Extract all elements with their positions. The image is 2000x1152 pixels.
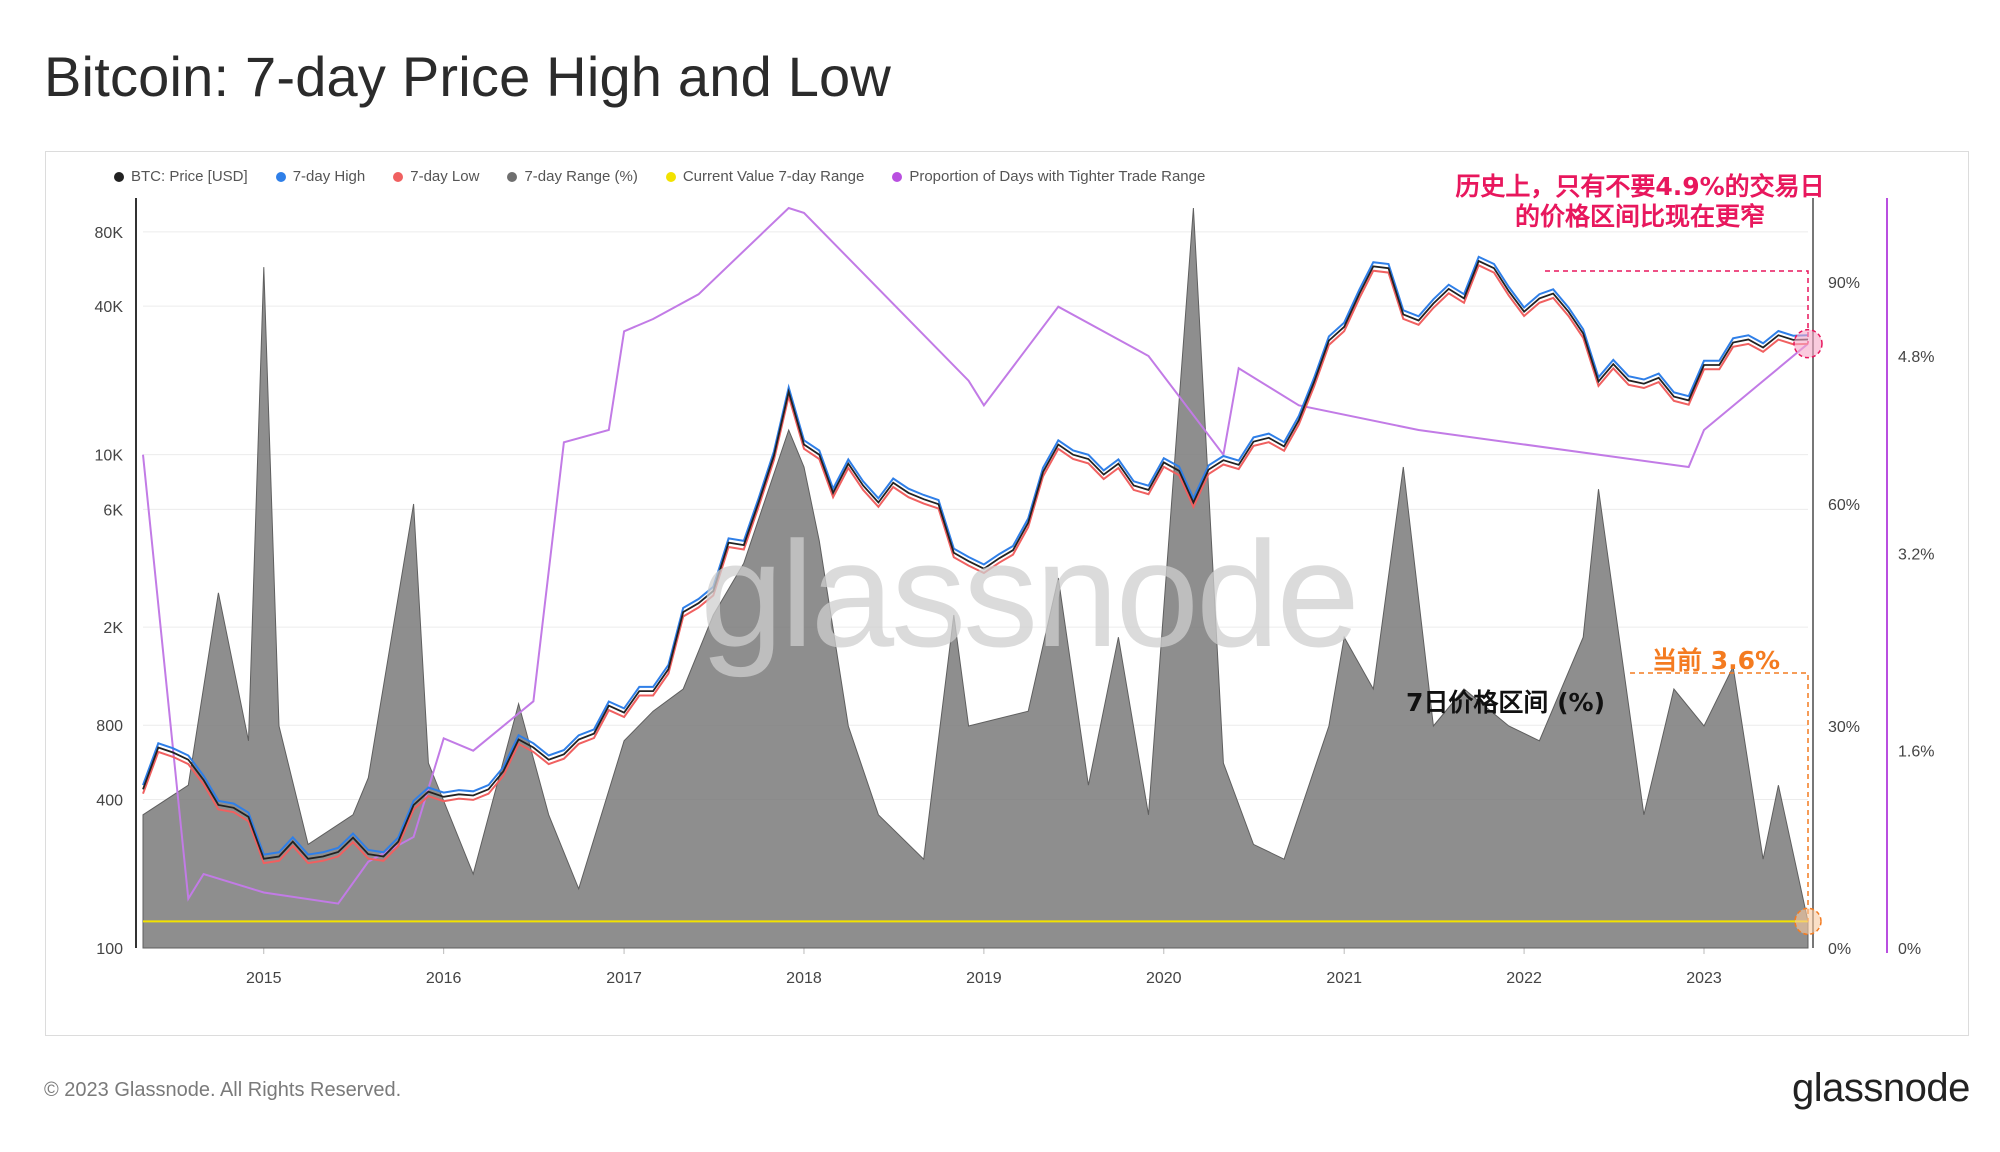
- current-marker: [1794, 907, 1822, 936]
- legend-label: 7-day High: [292, 168, 366, 185]
- x-tick-label: 2017: [606, 970, 642, 987]
- legend-dot-icon: [665, 171, 676, 182]
- annotation-historical-line: 的价格区间比现在更窄: [1514, 202, 1765, 231]
- brand-logo: glassnode: [1792, 1066, 1970, 1110]
- legend-dot-icon: [892, 171, 903, 182]
- x-tick-label: 2018: [786, 970, 822, 987]
- legend-dot-icon: [507, 171, 518, 182]
- x-tick-label: 2020: [1146, 970, 1182, 987]
- y-tick-label: 100: [96, 941, 123, 958]
- y-right-tick-label: 90%: [1828, 275, 1860, 292]
- legend-dot-icon: [275, 171, 286, 182]
- proportion-line: [142, 206, 1809, 905]
- x-tick-label: 2022: [1506, 970, 1542, 987]
- legend-item[interactable]: 7-day Range (%): [507, 168, 638, 185]
- y-right2-tick-label: 4.8%: [1898, 349, 1934, 366]
- annotation-historical: 历史上，只有不要4.9%的交易日 的价格区间比现在更窄: [1430, 172, 1850, 232]
- annotation-historical-line: 历史上，只有不要4.9%的交易日: [1455, 172, 1825, 201]
- y-tick-label: 6K: [103, 502, 123, 519]
- y-right2-tick-label: 3.2%: [1898, 546, 1934, 563]
- y-tick-label: 10K: [95, 448, 124, 465]
- y-tick-label: 2K: [103, 620, 123, 637]
- y-right2-tick-label: 0%: [1898, 941, 1921, 958]
- x-tick-label: 2016: [426, 970, 462, 987]
- legend-dot-icon: [114, 171, 124, 182]
- y-right-tick-label: 60%: [1828, 497, 1860, 514]
- legend-label: Proportion of Days with Tighter Trade Ra…: [909, 168, 1206, 185]
- y-tick-label: 40K: [95, 299, 124, 316]
- copyright-text: © 2023 Glassnode. All Rights Reserved.: [44, 1079, 402, 1101]
- historical-guide-line: [1545, 270, 1809, 344]
- legend-item[interactable]: Proportion of Days with Tighter Trade Ra…: [892, 168, 1205, 185]
- current-guide-line: [1630, 672, 1809, 922]
- legend-item[interactable]: Current Value 7-day Range: [665, 168, 865, 185]
- legend-item[interactable]: 7-day Low: [393, 168, 479, 185]
- legend-label: BTC: Price [USD]: [131, 168, 248, 185]
- x-tick-label: 2023: [1686, 970, 1722, 987]
- legend-item[interactable]: 7-day High: [275, 168, 366, 185]
- legend-dot-icon: [393, 171, 404, 182]
- watermark: glassnode: [700, 510, 1360, 678]
- y-tick-label: 800: [96, 718, 123, 735]
- y-right-tick-label: 30%: [1828, 719, 1860, 736]
- range-area: [142, 207, 1809, 949]
- high-line: [142, 255, 1809, 856]
- legend-label: Current Value 7-day Range: [682, 168, 865, 185]
- historical-marker: [1793, 328, 1823, 359]
- page-title: Bitcoin: 7-day Price High and Low: [44, 45, 892, 108]
- y-tick-label: 80K: [95, 225, 124, 242]
- x-tick-label: 2021: [1326, 970, 1362, 987]
- legend-item[interactable]: BTC: Price [USD]: [114, 168, 248, 185]
- y-tick-label: 400: [96, 792, 123, 809]
- annotation-range-label: 7日价格区间 (%): [1406, 688, 1605, 717]
- chart-legend: BTC: Price [USD] 7-day High 7-day Low 7-day…: [114, 168, 1205, 185]
- low-line: [142, 263, 1809, 865]
- y-right-tick-label: 0%: [1828, 941, 1851, 958]
- y-right2-tick-label: 1.6%: [1898, 744, 1934, 761]
- annotation-current-value: 当前 3.6%: [1652, 646, 1781, 675]
- price-line: [142, 259, 1809, 860]
- chart-frame: [45, 151, 1969, 1036]
- x-tick-label: 2015: [246, 970, 282, 987]
- legend-label: 7-day Range (%): [524, 168, 638, 185]
- x-tick-label: 2019: [966, 970, 1002, 987]
- legend-label: 7-day Low: [410, 168, 480, 185]
